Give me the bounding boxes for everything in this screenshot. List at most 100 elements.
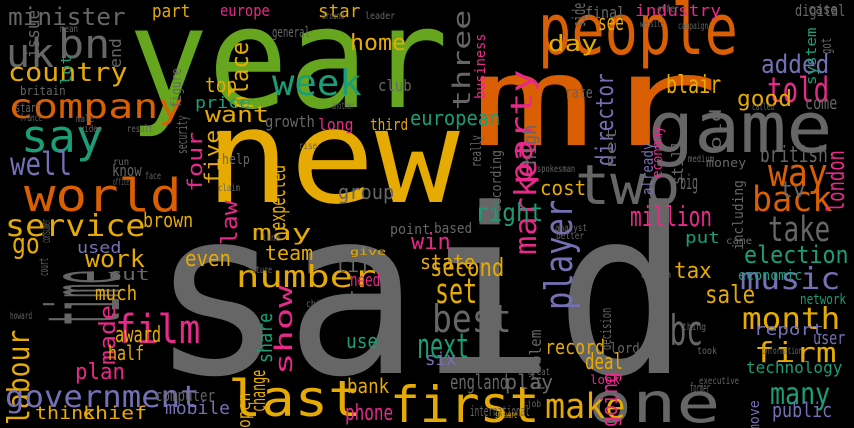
word-howard: howard <box>10 311 33 322</box>
word-mean: mean <box>60 24 79 35</box>
word-campaign: campaign <box>678 21 709 32</box>
word-side: side <box>569 2 590 27</box>
word-run: run <box>113 157 130 168</box>
word-bank: bank <box>347 374 390 398</box>
word-star: star <box>318 1 361 22</box>
word-much: much <box>95 281 138 305</box>
word-share: share <box>253 312 277 363</box>
word-play: play <box>505 370 554 394</box>
word-based: based <box>434 221 473 237</box>
word-world: world <box>24 169 182 222</box>
word-london: london <box>822 150 850 212</box>
word-net: net <box>604 127 620 168</box>
word-team: team <box>265 241 314 265</box>
word-nation: nation <box>379 260 395 290</box>
word-five: five <box>200 129 224 185</box>
word-award: award <box>115 323 162 348</box>
word-phone: phone <box>345 401 394 426</box>
word-law: law <box>218 200 243 245</box>
word-home: home <box>350 31 406 56</box>
word-tory: tory <box>347 288 393 313</box>
word-people: people <box>538 0 738 71</box>
word-leader: leader <box>365 11 396 22</box>
word-use: use <box>346 329 379 353</box>
word-europe: europe <box>220 1 270 20</box>
word-medium: medium <box>688 154 715 165</box>
word-take: take <box>768 210 831 250</box>
word-set: set <box>435 272 478 312</box>
word-group: group <box>338 180 395 204</box>
word-final: final <box>585 3 626 22</box>
word-system: system <box>804 27 820 86</box>
word-film: film <box>115 307 201 353</box>
word-long: long <box>318 115 354 134</box>
word-technology: technology <box>746 358 843 377</box>
word-general: general <box>272 25 311 41</box>
word-economy: economy <box>650 125 666 178</box>
word-month: month <box>742 302 841 337</box>
word-firm: firm <box>754 336 837 369</box>
word-last: last <box>228 370 362 428</box>
word-life: life <box>335 253 384 277</box>
word-problem: problem <box>526 329 545 390</box>
word-expected: expected <box>266 165 291 230</box>
word-second: second <box>430 253 505 282</box>
word-executive: executive <box>699 376 740 387</box>
word-point: point <box>390 222 431 238</box>
word-way: way <box>768 151 828 195</box>
word-right: right <box>475 198 544 227</box>
word-best: best <box>432 297 512 341</box>
word-record: record <box>545 335 606 359</box>
word-added: added <box>761 50 830 80</box>
word-help: help <box>222 152 250 168</box>
word-say: say <box>21 110 104 163</box>
word-case: case <box>808 2 838 18</box>
word-go: go <box>12 227 40 260</box>
word-security: security <box>175 115 191 154</box>
word-offer: offer <box>657 4 680 15</box>
word-new: new <box>205 81 460 233</box>
word-line: line <box>262 233 281 244</box>
word-mr: mr <box>470 30 720 175</box>
word-give: give <box>350 247 387 258</box>
word-million: million <box>630 200 713 233</box>
word-public: public <box>772 398 833 422</box>
word-change: change <box>246 369 270 412</box>
word-child: child <box>306 299 331 310</box>
word-face: face <box>145 171 162 182</box>
word-european: european <box>410 106 501 130</box>
word-sale: sale <box>705 280 756 309</box>
word-think: think <box>35 403 96 424</box>
word-issue: issue <box>23 9 44 59</box>
word-result: result <box>127 124 154 135</box>
word-better: better <box>556 231 585 242</box>
word-claim: claim <box>218 183 241 194</box>
word-bbc: bbc <box>653 306 703 355</box>
word-court: court <box>37 257 51 276</box>
word-work: work <box>85 245 145 273</box>
word-see: see <box>598 11 624 36</box>
word-user: user <box>813 328 846 349</box>
word-put: put <box>685 228 720 247</box>
word-one: one <box>588 371 721 428</box>
word-business: business <box>473 33 489 99</box>
word-plan: plan <box>75 360 125 385</box>
word-need: need <box>350 270 381 291</box>
word-office: office <box>113 177 130 188</box>
word-money: money <box>706 156 747 170</box>
word-high: high <box>520 124 541 165</box>
word-decision: decision <box>599 307 615 350</box>
word-big: big <box>680 170 699 194</box>
word-first: first <box>390 376 540 428</box>
word-half: half <box>108 341 145 365</box>
word-mobile: mobile <box>165 398 231 419</box>
word-game: game <box>648 87 833 169</box>
word-future: future <box>248 265 273 276</box>
word-software: software <box>495 410 518 421</box>
word-rise: rise <box>299 141 318 152</box>
word-thing: thing <box>682 322 707 333</box>
word-may: may <box>252 221 312 246</box>
word-end: end <box>106 38 125 68</box>
word-job: job <box>527 399 542 410</box>
